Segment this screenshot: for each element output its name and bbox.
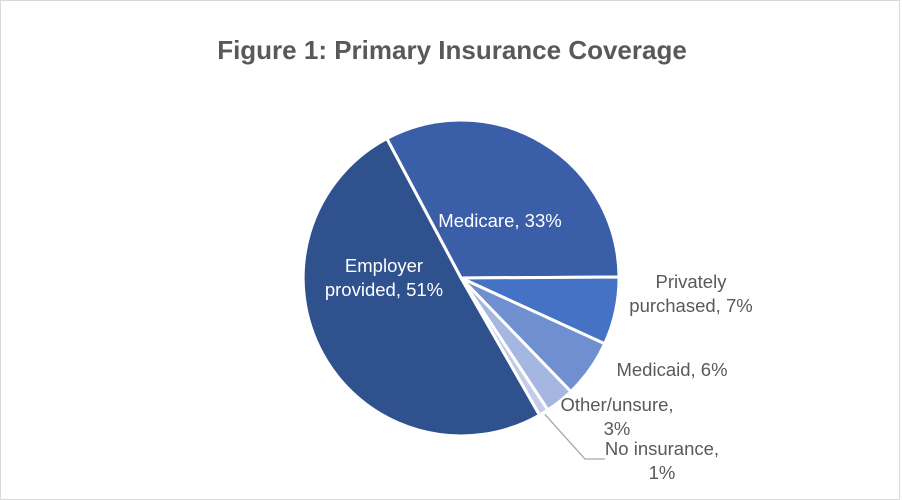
slice-label-medicare: Medicare, 33% [438,210,561,231]
slice-label-medicaid: Medicaid, 6% [616,359,727,380]
pie-slices [301,118,621,438]
slice-label-employer-provided: Employer provided, 51% [325,255,443,300]
chart-title: Figure 1: Primary Insurance Coverage [217,35,687,65]
slice-labels: Medicare, 33% Privately purchased, 7% Medic… [325,210,753,483]
leader-line-no-insurance [544,413,605,460]
pie-chart: Medicare, 33% Privately purchased, 7% Medic… [301,118,753,483]
leader-lines [544,413,605,460]
pie-slice-employer-provided [301,136,541,438]
slice-label-privately-purchased: Privately purchased, 7% [629,271,752,316]
pie-slice-medicare [385,118,621,280]
slice-label-no-insurance: No insurance, 1% [605,438,719,483]
slice-label-other-unsure: Other/unsure, 3% [560,394,673,439]
